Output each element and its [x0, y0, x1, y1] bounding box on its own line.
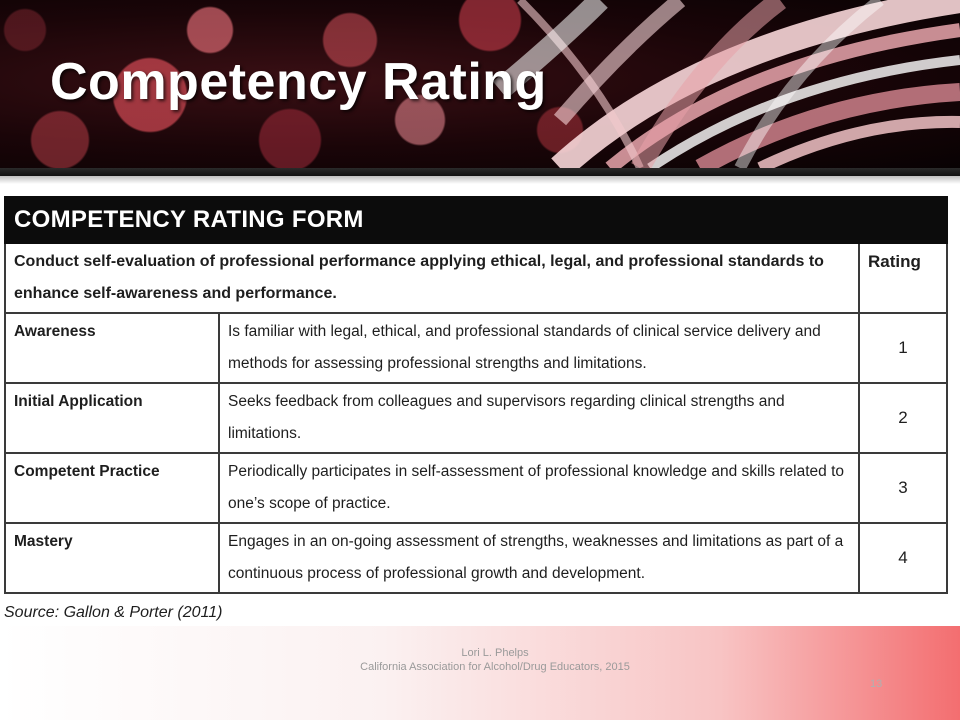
- competency-level: Awareness: [4, 312, 220, 384]
- form-header-row: Conduct self-evaluation of professional …: [4, 242, 948, 314]
- competency-level: Mastery: [4, 522, 220, 594]
- competency-description: Is familiar with legal, ethical, and pro…: [218, 312, 860, 384]
- competency-rating: 4: [858, 522, 948, 594]
- page-title: Competency Rating: [50, 53, 547, 111]
- table-row: Initial Application Seeks feedback from …: [4, 382, 948, 454]
- table-row: Mastery Engages in an on-going assessmen…: [4, 522, 948, 594]
- slide-footer: [0, 626, 960, 720]
- arc-stripe: [757, 115, 960, 168]
- competency-rating: 2: [858, 382, 948, 454]
- arc-stripe: [553, 0, 686, 126]
- form-header-rating: Rating: [858, 242, 948, 314]
- decorative-arcs: [492, 0, 960, 168]
- arc-stripe: [492, 0, 608, 99]
- footer-author: Lori L. Phelps: [461, 647, 529, 659]
- arc-stripe: [551, 0, 960, 168]
- competency-rating: 3: [858, 452, 948, 524]
- form-title: COMPETENCY RATING FORM: [4, 196, 948, 244]
- banner-shadow: [0, 176, 960, 184]
- slide-banner: Competency Rating: [0, 0, 960, 168]
- footer-credit: Lori L. Phelps California Association fo…: [330, 646, 660, 674]
- arc-stripe: [734, 0, 884, 168]
- arc-stripe: [695, 83, 960, 168]
- page-number: 13: [870, 678, 883, 690]
- banner-divider: [0, 168, 960, 176]
- footer-organization: California Association for Alcohol/Drug …: [360, 661, 630, 673]
- competency-level: Competent Practice: [4, 452, 220, 524]
- competency-form: COMPETENCY RATING FORM Conduct self-eval…: [4, 196, 948, 594]
- arc-stripe: [631, 0, 787, 168]
- competency-description: Periodically participates in self-assess…: [218, 452, 860, 524]
- table-row: Competent Practice Periodically particip…: [4, 452, 948, 524]
- source-citation: Source: Gallon & Porter (2011): [4, 604, 223, 621]
- competency-table: COMPETENCY RATING FORM Conduct self-eval…: [4, 196, 948, 594]
- arc-stripe: [647, 55, 960, 168]
- form-header-description: Conduct self-evaluation of professional …: [4, 242, 860, 314]
- competency-level: Initial Application: [4, 382, 220, 454]
- table-row: Awareness Is familiar with legal, ethica…: [4, 312, 948, 384]
- competency-description: Engages in an on-going assessment of str…: [218, 522, 860, 594]
- form-title-row: COMPETENCY RATING FORM: [4, 196, 948, 244]
- competency-description: Seeks feedback from colleagues and super…: [218, 382, 860, 454]
- competency-rating: 1: [858, 312, 948, 384]
